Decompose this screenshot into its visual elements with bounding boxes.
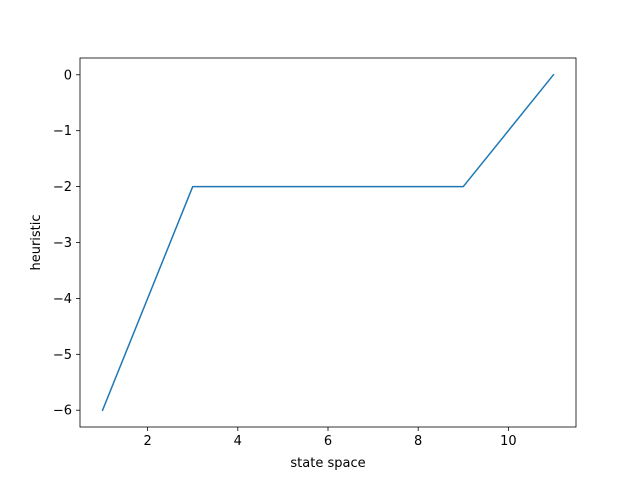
y-tick-label: −4 <box>53 292 72 307</box>
y-axis-label: heuristic <box>29 214 44 270</box>
x-axis-label: state space <box>290 456 365 471</box>
y-tick-label: −1 <box>53 124 72 139</box>
x-tick-label: 8 <box>414 434 422 449</box>
y-tick-label: 0 <box>64 68 72 83</box>
y-tick-label: −5 <box>53 348 72 363</box>
x-tick-label: 6 <box>324 434 332 449</box>
series-line-0 <box>101 73 555 412</box>
x-tick-label: 2 <box>143 434 151 449</box>
x-tick-label: 4 <box>234 434 242 449</box>
x-tick-label: 10 <box>500 434 517 449</box>
y-tick-label: −6 <box>53 404 72 419</box>
y-tick-label: −2 <box>53 180 72 195</box>
plot-area: 2 4 6 8 10 0 −1 −2 −3 −4 −5 −6 <box>53 57 577 449</box>
y-tick-label: −3 <box>53 236 72 251</box>
